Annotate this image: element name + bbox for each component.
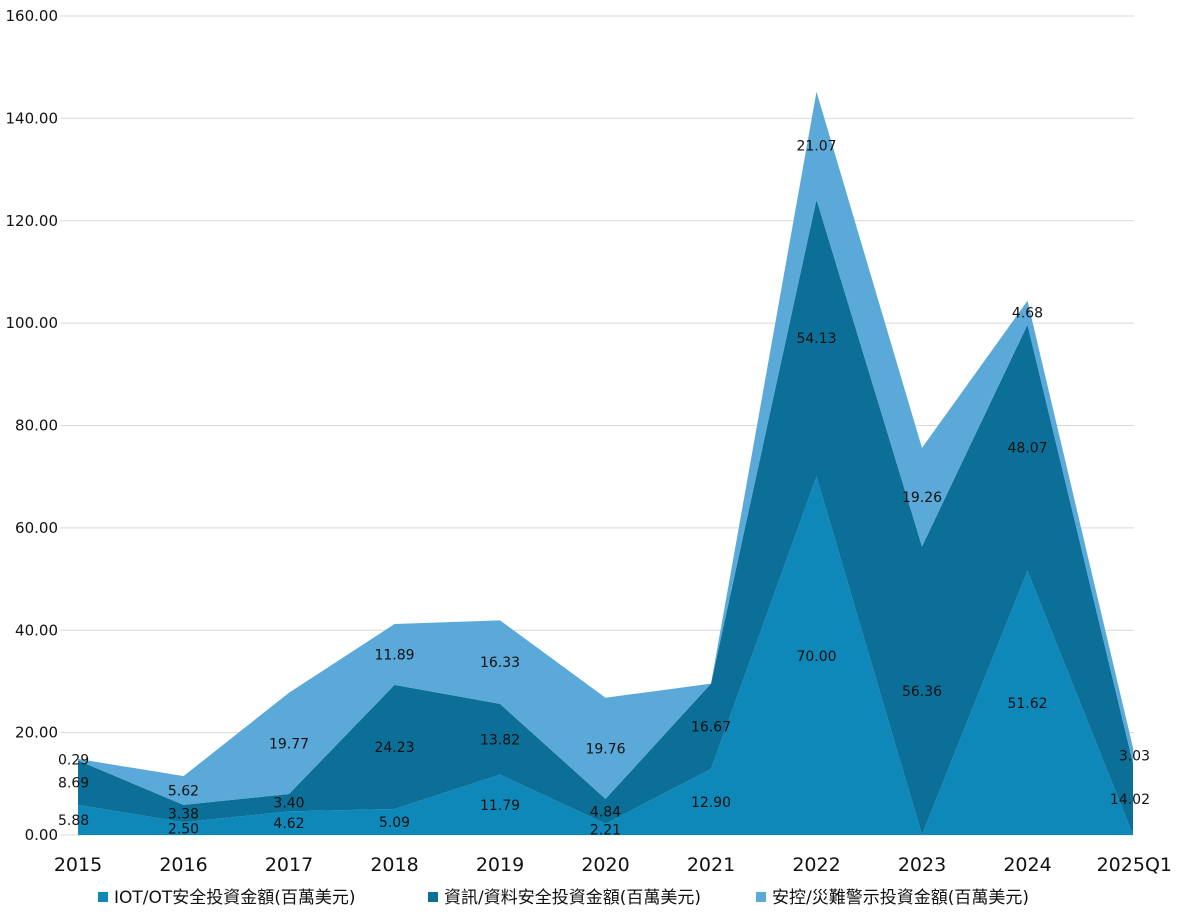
area-series-3 xyxy=(78,91,1133,805)
data-label: 48.07 xyxy=(1007,441,1047,457)
data-label: 4.62 xyxy=(273,816,304,832)
data-label: 51.62 xyxy=(1007,696,1047,712)
legend-label: 安控/災難警示投資金額(百萬美元) xyxy=(772,888,1029,908)
data-label: 70.00 xyxy=(796,649,836,665)
data-label: 16.67 xyxy=(691,719,731,735)
data-label: 2.50 xyxy=(168,822,199,838)
x-tick-label: 2017 xyxy=(265,854,313,876)
data-label: 12.90 xyxy=(691,795,731,811)
y-tick-label: 20.00 xyxy=(15,724,58,742)
data-label: 16.33 xyxy=(480,655,520,671)
data-label: 13.82 xyxy=(480,732,520,748)
legend-swatch xyxy=(428,892,438,902)
data-label: 19.76 xyxy=(585,741,625,757)
x-tick-label: 2025Q1 xyxy=(1097,854,1172,876)
data-label: 19.26 xyxy=(902,490,942,506)
x-tick-label: 2024 xyxy=(1003,854,1051,876)
data-label: 4.84 xyxy=(590,804,621,820)
data-label: 56.36 xyxy=(902,684,942,700)
x-tick-label: 2022 xyxy=(792,854,840,876)
y-tick-label: 160.00 xyxy=(6,7,59,25)
data-label: 2.21 xyxy=(590,822,621,838)
x-tick-label: 2021 xyxy=(687,854,735,876)
x-tick-label: 2016 xyxy=(159,854,207,876)
data-label: 24.23 xyxy=(374,740,414,756)
data-label: 8.69 xyxy=(58,776,89,792)
data-label: 4.68 xyxy=(1012,306,1043,322)
legend-label: IOT/OT安全投資金額(百萬美元) xyxy=(114,888,356,908)
y-axis-ticks: 0.00 20.00 40.00 60.00 80.00 100.00 120.00 140.… xyxy=(6,7,59,844)
y-tick-label: 100.00 xyxy=(6,314,59,332)
data-labels: 5.88 2.50 4.62 5.09 11.79 2.21 12.90 70.00 51.62… xyxy=(58,139,1150,839)
y-tick-label: 60.00 xyxy=(15,519,58,537)
x-axis-ticks: 2015 2016 2017 2018 2019 2020 2021 2022 2023 2024… xyxy=(54,854,1172,876)
data-label: 5.09 xyxy=(379,815,410,831)
data-label: 54.13 xyxy=(796,331,836,347)
data-label: 11.79 xyxy=(480,798,520,814)
x-tick-label: 2023 xyxy=(898,854,946,876)
data-label: 0.29 xyxy=(58,753,89,769)
data-label: 21.07 xyxy=(796,139,836,155)
legend: IOT/OT安全投資金額(百萬美元) 資訊/資料安全投資金額(百萬美元) 安控/災難… xyxy=(98,888,1029,908)
y-tick-label: 140.00 xyxy=(6,109,59,127)
data-label: 3.40 xyxy=(273,796,304,812)
data-label: 14.02 xyxy=(1110,792,1150,808)
data-label: 3.03 xyxy=(1119,748,1150,764)
y-tick-label: 40.00 xyxy=(15,621,58,639)
area-series-group xyxy=(78,91,1133,835)
y-tick-label: 80.00 xyxy=(15,417,58,435)
data-label: 19.77 xyxy=(269,736,309,752)
data-label: 5.62 xyxy=(168,784,199,800)
legend-label: 資訊/資料安全投資金額(百萬美元) xyxy=(444,888,701,908)
legend-swatch xyxy=(756,892,766,902)
x-tick-label: 2019 xyxy=(476,854,524,876)
x-tick-label: 2018 xyxy=(370,854,418,876)
data-label: 3.38 xyxy=(168,807,199,823)
area-series-1 xyxy=(78,476,1133,835)
legend-swatch xyxy=(98,892,108,902)
y-tick-label: 0.00 xyxy=(25,826,58,844)
data-label: 11.89 xyxy=(374,647,414,663)
x-tick-label: 2020 xyxy=(581,854,629,876)
data-label: 5.88 xyxy=(58,813,89,829)
x-tick-label: 2015 xyxy=(54,854,102,876)
y-tick-label: 120.00 xyxy=(6,212,59,230)
